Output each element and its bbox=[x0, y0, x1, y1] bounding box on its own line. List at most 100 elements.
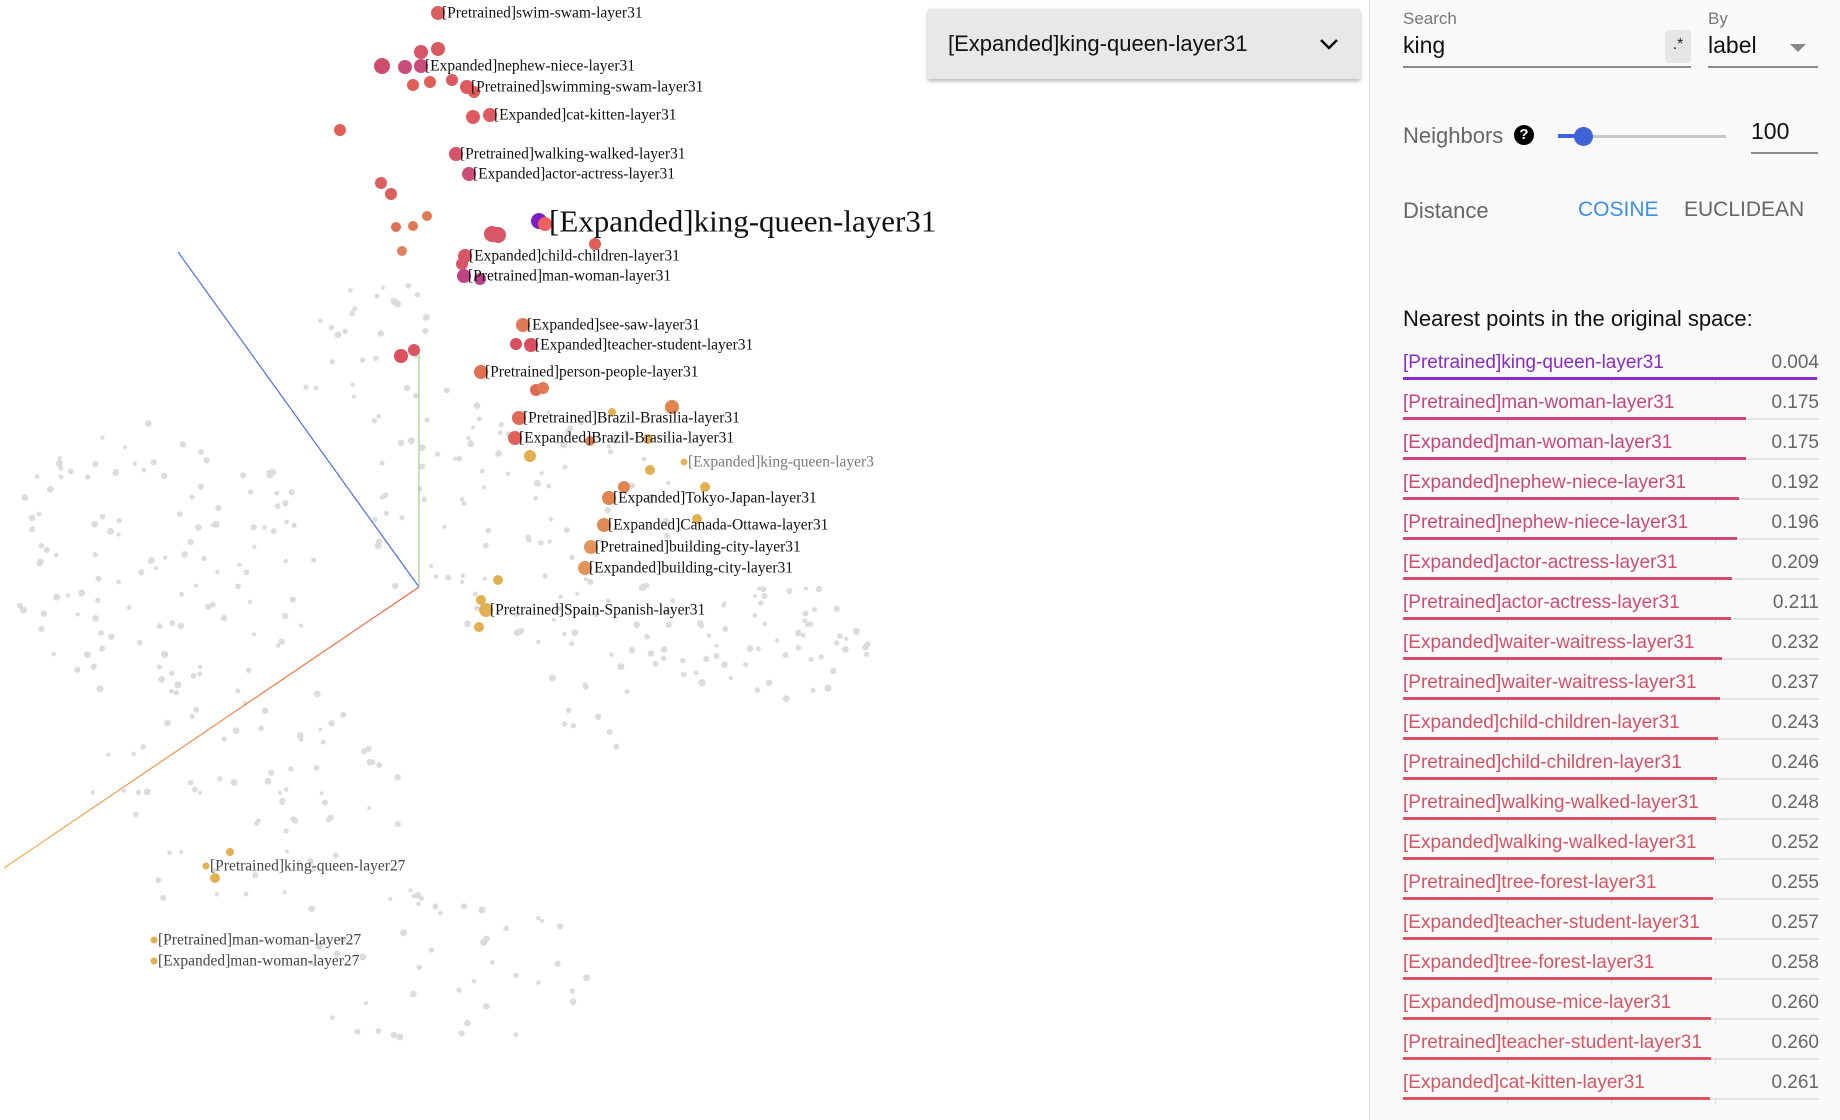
nearest-point-item[interactable]: [Pretrained]man-woman-layer31 0.175 bbox=[1403, 388, 1819, 428]
data-point[interactable] bbox=[490, 227, 506, 243]
nearest-point-item[interactable]: [Expanded]walking-walked-layer31 0.252 bbox=[1403, 828, 1819, 868]
data-point[interactable] bbox=[474, 273, 486, 285]
point-label[interactable]: [Pretrained]walking-walked-layer31 bbox=[460, 145, 686, 163]
nearest-point-item[interactable]: [Expanded]man-woman-layer31 0.175 bbox=[1403, 428, 1819, 468]
nearest-point-label[interactable]: [Pretrained]waiter-waitress-layer31 bbox=[1403, 672, 1697, 693]
nearest-point-label[interactable]: [Pretrained]tree-forest-layer31 bbox=[1403, 872, 1657, 893]
nearest-point-item[interactable]: [Pretrained]walking-walked-layer31 0.248 bbox=[1403, 788, 1819, 828]
data-point[interactable] bbox=[645, 465, 655, 475]
nearest-point-item[interactable]: [Pretrained]waiter-waitress-layer31 0.23… bbox=[1403, 668, 1819, 708]
data-point[interactable] bbox=[589, 238, 601, 250]
neighbors-slider[interactable] bbox=[1558, 126, 1726, 146]
data-point[interactable] bbox=[431, 42, 445, 56]
data-point[interactable] bbox=[510, 338, 522, 350]
point-label[interactable]: [Expanded]man-woman-layer27 bbox=[158, 952, 360, 970]
data-point[interactable] bbox=[385, 188, 397, 200]
data-point[interactable] bbox=[374, 58, 390, 74]
data-point[interactable] bbox=[602, 491, 616, 505]
data-point[interactable] bbox=[210, 873, 220, 883]
nearest-point-item[interactable]: [Expanded]cat-kitten-layer31 0.261 bbox=[1403, 1068, 1819, 1108]
slider-thumb[interactable] bbox=[1573, 127, 1593, 146]
data-point[interactable] bbox=[424, 76, 436, 88]
nearest-point-item[interactable]: [Pretrained]tree-forest-layer31 0.255 bbox=[1403, 868, 1819, 908]
data-point[interactable] bbox=[226, 848, 234, 856]
data-point[interactable] bbox=[700, 482, 710, 492]
nearest-point-label[interactable]: [Pretrained]child-children-layer31 bbox=[1403, 752, 1682, 773]
nearest-point-label[interactable]: [Expanded]cat-kitten-layer31 bbox=[1403, 1072, 1645, 1093]
nearest-point-label[interactable]: [Expanded]teacher-student-layer31 bbox=[1403, 912, 1700, 933]
data-point[interactable] bbox=[608, 408, 616, 416]
nearest-point-item[interactable]: [Pretrained]actor-actress-layer31 0.211 bbox=[1403, 588, 1819, 628]
data-point[interactable] bbox=[457, 269, 471, 283]
data-point[interactable] bbox=[512, 411, 526, 425]
point-label[interactable]: [Pretrained]person-people-layer31 bbox=[485, 363, 699, 381]
point-label[interactable]: [Pretrained]building-city-layer31 bbox=[595, 538, 801, 556]
nearest-point-item[interactable]: [Expanded]waiter-waitress-layer31 0.232 bbox=[1403, 628, 1819, 668]
scatter-plot[interactable] bbox=[0, 0, 1370, 1120]
data-point[interactable] bbox=[397, 246, 407, 256]
data-point[interactable] bbox=[524, 338, 538, 352]
data-point[interactable] bbox=[394, 349, 408, 363]
nearest-point-item[interactable]: [Pretrained]king-queen-layer31 0.004 bbox=[1403, 348, 1819, 388]
data-point[interactable] bbox=[584, 540, 598, 554]
data-point[interactable] bbox=[431, 6, 445, 20]
point-label[interactable]: [Expanded]king-queen-layer31 bbox=[549, 203, 937, 239]
help-icon[interactable]: ? bbox=[1514, 125, 1534, 145]
point-label[interactable]: [Pretrained]Spain-Spanish-layer31 bbox=[490, 601, 706, 619]
point-label[interactable]: [Expanded]king-queen-layer3 bbox=[688, 453, 874, 471]
data-point[interactable] bbox=[460, 80, 474, 94]
by-select[interactable]: label bbox=[1708, 30, 1818, 68]
nearest-point-item[interactable]: [Expanded]teacher-student-layer31 0.257 bbox=[1403, 908, 1819, 948]
point-label[interactable]: [Expanded]Canada-Ottawa-layer31 bbox=[608, 516, 829, 534]
nearest-point-item[interactable]: [Expanded]child-children-layer31 0.243 bbox=[1403, 708, 1819, 748]
data-point[interactable] bbox=[516, 318, 530, 332]
data-point[interactable] bbox=[538, 217, 552, 231]
data-point[interactable] bbox=[476, 595, 486, 605]
data-point[interactable] bbox=[493, 575, 503, 585]
cosine-button[interactable]: COSINE bbox=[1578, 198, 1659, 221]
regex-toggle-button[interactable]: .* bbox=[1665, 30, 1691, 63]
data-point[interactable] bbox=[537, 382, 549, 394]
data-point[interactable] bbox=[408, 221, 418, 231]
nearest-point-label[interactable]: [Pretrained]king-queen-layer31 bbox=[1403, 352, 1664, 373]
data-point[interactable] bbox=[398, 60, 412, 74]
data-point[interactable] bbox=[474, 622, 484, 632]
point-label[interactable]: [Pretrained]swim-swam-layer31 bbox=[442, 4, 643, 22]
data-point[interactable] bbox=[508, 431, 522, 445]
data-point[interactable] bbox=[524, 450, 536, 462]
data-point[interactable] bbox=[643, 434, 653, 444]
data-point[interactable] bbox=[202, 862, 210, 870]
nearest-point-label[interactable]: [Pretrained]walking-walked-layer31 bbox=[1403, 792, 1699, 813]
data-point[interactable] bbox=[462, 167, 476, 181]
data-point[interactable] bbox=[449, 147, 463, 161]
data-point[interactable] bbox=[466, 110, 480, 124]
nearest-point-label[interactable]: [Expanded]mouse-mice-layer31 bbox=[1403, 992, 1672, 1013]
data-point[interactable] bbox=[474, 365, 488, 379]
data-point[interactable] bbox=[408, 344, 420, 356]
nearest-point-label[interactable]: [Expanded]child-children-layer31 bbox=[1403, 712, 1680, 733]
point-label[interactable]: [Expanded]cat-kitten-layer31 bbox=[494, 106, 677, 124]
point-label[interactable]: [Pretrained]Brazil-Brasilia-layer31 bbox=[523, 409, 740, 427]
data-point[interactable] bbox=[692, 514, 702, 524]
data-point[interactable] bbox=[150, 936, 158, 944]
nearest-point-label[interactable]: [Expanded]man-woman-layer31 bbox=[1403, 432, 1673, 453]
nearest-point-label[interactable]: [Expanded]walking-walked-layer31 bbox=[1403, 832, 1697, 853]
data-point[interactable] bbox=[458, 249, 472, 263]
point-label[interactable]: [Expanded]nephew-niece-layer31 bbox=[425, 57, 635, 75]
data-point[interactable] bbox=[407, 79, 419, 91]
data-point[interactable] bbox=[414, 45, 428, 59]
data-point[interactable] bbox=[585, 436, 595, 446]
data-point[interactable] bbox=[680, 458, 688, 466]
point-label[interactable]: [Pretrained]man-woman-layer31 bbox=[468, 267, 672, 285]
nearest-point-item[interactable]: [Expanded]nephew-niece-layer31 0.192 bbox=[1403, 468, 1819, 508]
data-point[interactable] bbox=[422, 211, 432, 221]
data-point[interactable] bbox=[618, 481, 630, 493]
nearest-point-label[interactable]: [Pretrained]man-woman-layer31 bbox=[1403, 392, 1675, 413]
nearest-point-item[interactable]: [Pretrained]child-children-layer31 0.246 bbox=[1403, 748, 1819, 788]
euclidean-button[interactable]: EUCLIDEAN bbox=[1684, 198, 1805, 221]
search-input[interactable]: king bbox=[1403, 30, 1691, 68]
selected-point-dropdown[interactable]: [Expanded]king-queen-layer31 bbox=[928, 9, 1360, 79]
data-point[interactable] bbox=[665, 400, 679, 414]
data-point[interactable] bbox=[391, 222, 401, 232]
point-label[interactable]: [Expanded]Brazil-Brasilia-layer31 bbox=[519, 429, 735, 447]
